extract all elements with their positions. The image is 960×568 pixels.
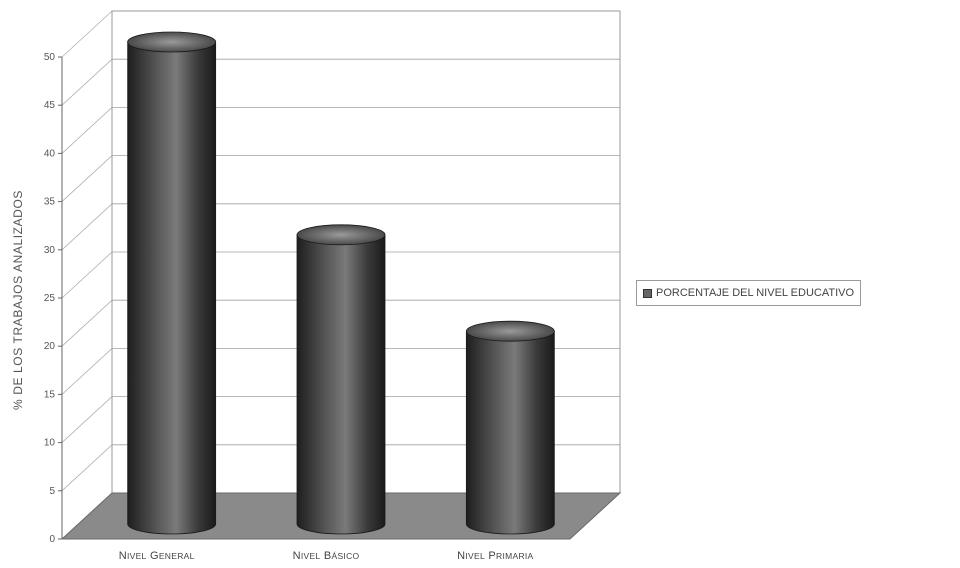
- x-tick-label-part: G: [147, 550, 159, 562]
- gridline-side: [61, 58, 113, 106]
- x-tick-label-part: P: [485, 550, 496, 562]
- x-tick-label-part: IVEL: [301, 551, 321, 561]
- bar: [465, 320, 555, 535]
- bar-body: [127, 41, 217, 535]
- x-tick-label-part: RIMARIA: [496, 551, 534, 561]
- y-tick-label: 10: [44, 438, 56, 449]
- bar: [296, 224, 386, 535]
- x-tick-label: NIVEL GENERAL: [119, 550, 195, 562]
- y-tick-label: 35: [44, 197, 56, 208]
- gridline-side: [61, 10, 113, 58]
- gridline-side: [61, 348, 113, 395]
- x-tick-label: NIVEL PRIMARIA: [457, 550, 533, 562]
- x-tick-label-part: N: [293, 550, 301, 562]
- x-tick-label: NIVEL BÁSICO: [293, 550, 360, 562]
- y-tick-label: 30: [44, 245, 56, 256]
- legend-swatch: [643, 288, 652, 298]
- legend-label: PORCENTAJE DEL NIVEL EDUCATIVO: [656, 287, 855, 299]
- x-tick-label-part: ENERAL: [159, 551, 195, 561]
- y-tick-label: 5: [49, 486, 55, 497]
- y-tick-label: 0: [49, 534, 55, 545]
- x-tick-label-part: IVEL: [465, 551, 485, 561]
- gridline-side: [61, 444, 113, 492]
- y-tick-labels: 0 5 10 15 20 25 30 35 40 45 50: [44, 52, 56, 545]
- bar-body: [465, 330, 555, 535]
- y-tick-label: 45: [44, 100, 56, 111]
- x-tick-label-part: N: [119, 550, 127, 562]
- gridline-side: [61, 251, 113, 299]
- x-tick-label-part: IVEL: [127, 551, 147, 561]
- y-tick-label: 40: [44, 148, 56, 159]
- bar-cap: [127, 31, 217, 53]
- bar-cap: [465, 320, 555, 342]
- x-tick-label-part: B: [320, 550, 331, 562]
- y-tick-label: 50: [44, 52, 56, 63]
- gridline-side: [61, 155, 113, 202]
- x-tick-label-part: ÁSICO: [331, 551, 359, 561]
- gridline-side: [61, 396, 113, 443]
- bars: [127, 31, 555, 535]
- y-tick-label: 20: [44, 341, 56, 352]
- y-tick-label: 15: [44, 389, 56, 400]
- gridline-side: [61, 203, 113, 251]
- bar-cap: [296, 224, 386, 246]
- gridline-side: [61, 299, 113, 347]
- y-axis-label: % DE LOS TRABAJOS ANALIZADOS: [11, 190, 25, 410]
- x-tick-labels: NIVEL GENERAL NIVEL BÁSICO NIVEL PRIMARIA: [119, 550, 534, 562]
- bar: [127, 31, 217, 535]
- gridline-side: [61, 107, 113, 154]
- y-tick-label: 25: [44, 293, 56, 304]
- x-tick-label-part: N: [457, 550, 465, 562]
- bar-body: [296, 234, 386, 535]
- legend: PORCENTAJE DEL NIVEL EDUCATIVO: [636, 280, 862, 306]
